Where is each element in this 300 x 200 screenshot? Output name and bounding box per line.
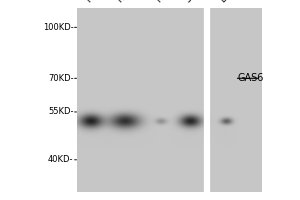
Text: 70KD-: 70KD- — [48, 74, 74, 83]
Bar — [209, 8, 261, 192]
Text: GAS6: GAS6 — [237, 73, 263, 83]
Text: 40KD-: 40KD- — [48, 155, 74, 164]
Text: HT-1080: HT-1080 — [154, 0, 185, 4]
Text: SW620: SW620 — [184, 0, 211, 4]
Text: HeLa: HeLa — [84, 0, 106, 4]
Text: 55KD-: 55KD- — [48, 107, 74, 116]
Text: NCI-H460: NCI-H460 — [115, 0, 150, 4]
Text: 100KD-: 100KD- — [43, 23, 74, 32]
Text: DU 145: DU 145 — [219, 0, 247, 4]
